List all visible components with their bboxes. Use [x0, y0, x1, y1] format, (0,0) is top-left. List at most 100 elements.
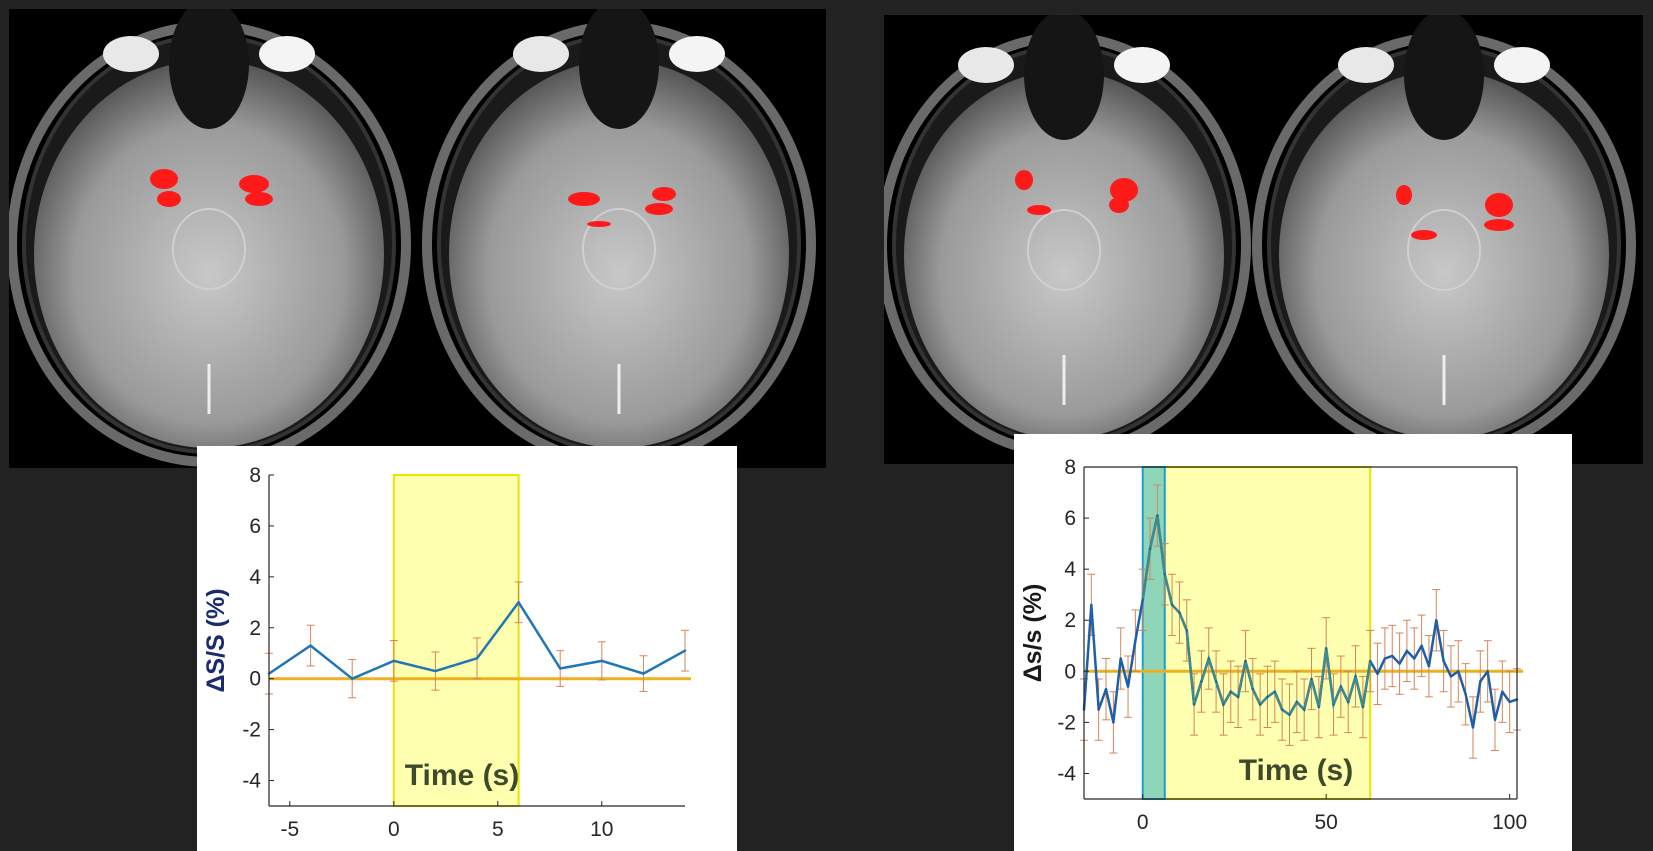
onset-window — [1141, 466, 1166, 800]
activation-blob — [157, 191, 181, 207]
timecourse-chart-right: 8 6 4 2 0 -2 -4 0 50 100 Δs/s (%) Time (s) — [1014, 434, 1572, 851]
data-point — [1273, 690, 1277, 693]
y-tick-label: 8 — [1064, 456, 1076, 479]
data-point — [1361, 705, 1365, 709]
data-point — [1148, 547, 1152, 550]
data-point — [1163, 573, 1166, 576]
data-point — [1280, 708, 1284, 711]
data-point — [351, 677, 354, 680]
data-point — [600, 659, 603, 663]
timecourse-chart-left: 8 6 4 2 0 -2 -4 -5 0 5 10 ΔS/S (%) Time (s) — [197, 446, 737, 851]
data-point — [1119, 657, 1122, 660]
data-point — [1266, 695, 1269, 699]
y-tick-label: -2 — [1057, 711, 1076, 734]
activation-blob — [1396, 185, 1412, 205]
data-point — [1383, 657, 1387, 660]
data-point — [1207, 657, 1210, 660]
data-point — [1442, 659, 1445, 663]
y-tick-label: 0 — [249, 668, 261, 691]
y-tick-label: 6 — [1064, 507, 1076, 530]
data-point — [1192, 703, 1196, 706]
activation-blob — [1485, 193, 1513, 217]
x-tick-label: 0 — [1137, 811, 1149, 834]
data-point — [1156, 514, 1159, 517]
x-tick-label: 50 — [1315, 811, 1338, 834]
data-point — [1471, 726, 1475, 729]
data-point — [1493, 718, 1497, 722]
data-point — [642, 672, 645, 675]
x-tick-label: -5 — [280, 818, 299, 841]
data-point — [1288, 713, 1291, 716]
data-point — [1339, 685, 1343, 688]
data-point — [309, 644, 312, 647]
y-tick-label: -4 — [1057, 762, 1076, 785]
data-point — [1310, 677, 1313, 681]
y-tick-label: -4 — [242, 770, 261, 793]
brain-slice — [884, 15, 1251, 458]
data-point — [1214, 680, 1218, 683]
data-point — [1479, 680, 1482, 683]
activation-blob — [245, 192, 273, 206]
data-point — [434, 669, 437, 673]
activation-blob — [1015, 170, 1033, 190]
data-line-in-window — [1141, 515, 1372, 717]
data-point — [1324, 647, 1328, 650]
x-tick-label: 0 — [388, 818, 400, 841]
mri-panel-left — [9, 9, 826, 468]
data-point — [1332, 703, 1335, 706]
data-point — [1420, 644, 1423, 647]
data-point — [559, 667, 562, 670]
y-tick-label: -2 — [242, 719, 261, 742]
data-point — [1427, 665, 1431, 668]
y-tick-label: 0 — [1064, 660, 1076, 683]
activation-blob — [1110, 178, 1138, 202]
data-point — [1090, 603, 1093, 607]
y-tick-label: 4 — [1064, 558, 1076, 581]
data-point — [1302, 708, 1306, 711]
y-axis-label: ΔS/S (%) — [202, 588, 230, 692]
data-point — [1413, 657, 1416, 660]
activation-blob — [150, 169, 178, 189]
data-point — [683, 649, 687, 652]
data-point — [1200, 680, 1203, 683]
activation-blob — [568, 192, 600, 206]
data-point — [1244, 659, 1247, 663]
activation-blob — [1484, 219, 1514, 231]
x-tick-label: 5 — [492, 818, 504, 841]
activation-blob — [1109, 197, 1129, 213]
data-point — [1449, 675, 1453, 678]
data-point — [392, 659, 395, 663]
activation-blob — [1411, 230, 1437, 240]
x-axis-label: Time (s) — [1239, 754, 1353, 787]
data-point — [1178, 611, 1181, 614]
y-tick-label: 4 — [249, 566, 261, 589]
mri-panel-right — [884, 15, 1643, 464]
data-point — [517, 601, 520, 604]
stimulus-window — [1163, 466, 1372, 800]
data-point — [1097, 708, 1100, 711]
data-point — [1251, 687, 1254, 691]
chart-svg-left: 8 6 4 2 0 -2 -4 -5 0 5 10 ΔS/S (%) Time (s) — [202, 464, 691, 841]
y-tick-label: 6 — [249, 515, 261, 538]
data-point — [1258, 703, 1262, 706]
data-point — [1464, 693, 1467, 696]
stimulus-window — [392, 474, 520, 807]
activation-blob — [652, 187, 676, 201]
data-point — [1126, 685, 1130, 688]
data-point — [1376, 672, 1379, 676]
brain-slice — [9, 9, 411, 467]
brain-slice — [1252, 15, 1636, 458]
data-point — [1317, 705, 1321, 709]
data-point — [1354, 675, 1357, 678]
mri-brain-slices-right — [884, 15, 1636, 458]
data-point — [1486, 670, 1489, 673]
activation-blob — [645, 203, 673, 215]
data-point — [1508, 700, 1511, 704]
y-tick-label: 2 — [249, 617, 261, 640]
activation-blob — [239, 175, 269, 193]
data-point — [1369, 659, 1372, 663]
chart-svg-right: 8 6 4 2 0 -2 -4 0 50 100 Δs/s (%) Time (s) — [1019, 456, 1527, 834]
data-point — [1185, 629, 1188, 632]
x-axis-label: Time (s) — [405, 759, 519, 792]
x-tick-label: 10 — [590, 818, 613, 841]
